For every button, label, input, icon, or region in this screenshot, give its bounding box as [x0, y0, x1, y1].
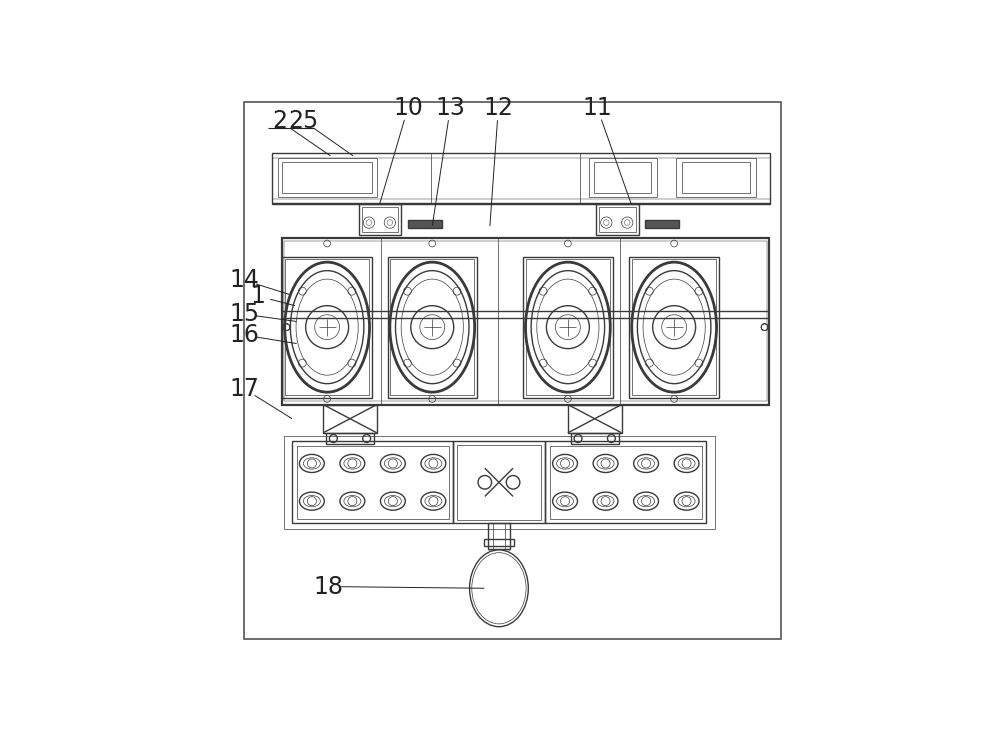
Bar [292, 441, 453, 523]
Bar [323, 404, 377, 433]
Bar [676, 158, 756, 197]
Bar [284, 436, 715, 529]
Bar [488, 523, 510, 549]
Text: 16: 16 [229, 323, 259, 347]
Bar [390, 259, 474, 395]
Bar [526, 259, 610, 395]
Bar [629, 256, 719, 398]
Text: 17: 17 [229, 377, 259, 401]
Bar [408, 220, 442, 228]
Text: 10: 10 [393, 96, 423, 120]
Text: 14: 14 [229, 268, 259, 292]
Text: 15: 15 [229, 302, 259, 326]
Bar [571, 433, 619, 444]
Bar [388, 256, 477, 398]
Bar [596, 204, 639, 235]
Bar [282, 256, 372, 398]
Text: 2: 2 [272, 109, 287, 133]
Bar [589, 158, 657, 197]
Text: 11: 11 [582, 96, 612, 120]
Text: 18: 18 [314, 575, 344, 598]
Text: 25: 25 [288, 109, 319, 133]
Bar [453, 441, 545, 523]
Bar [272, 153, 770, 204]
Bar [457, 445, 541, 520]
Bar [278, 158, 377, 197]
Bar [282, 162, 372, 193]
Bar [645, 220, 679, 228]
Bar [359, 204, 401, 235]
Text: 13: 13 [435, 96, 465, 120]
Bar [550, 446, 702, 519]
Bar [545, 441, 706, 523]
Bar [599, 207, 636, 232]
Bar [523, 256, 613, 398]
Bar [362, 207, 398, 232]
Bar [484, 539, 514, 546]
Bar [297, 446, 449, 519]
Bar [632, 259, 716, 395]
Bar [326, 433, 374, 444]
Bar [568, 404, 622, 433]
Bar [284, 241, 767, 401]
Bar [282, 238, 769, 404]
Bar [285, 259, 369, 395]
Bar [594, 162, 651, 193]
Text: 1: 1 [251, 284, 266, 308]
Text: 12: 12 [483, 96, 513, 120]
Bar [682, 162, 750, 193]
